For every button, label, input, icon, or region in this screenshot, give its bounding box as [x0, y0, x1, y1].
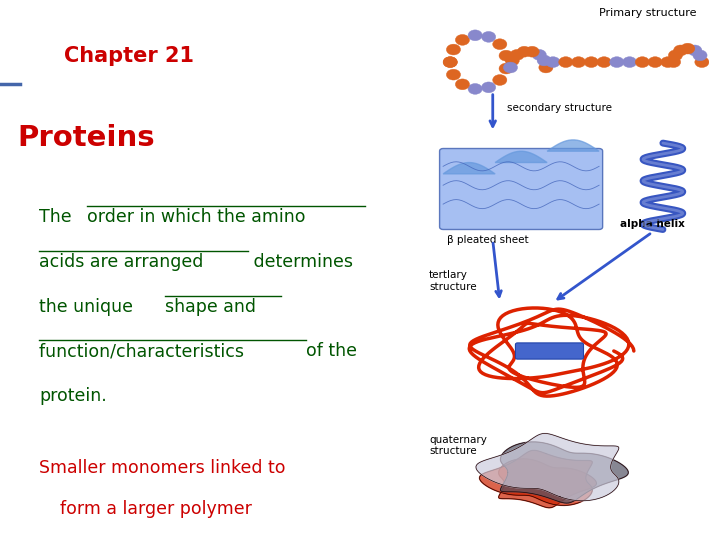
Circle shape	[559, 57, 573, 68]
Text: determines: determines	[248, 253, 353, 271]
Text: function/characteristics: function/characteristics	[39, 342, 250, 360]
Text: protein.: protein.	[39, 387, 107, 405]
Polygon shape	[495, 151, 547, 163]
Text: of the: of the	[307, 342, 357, 360]
Circle shape	[443, 57, 457, 68]
Text: the unique: the unique	[39, 298, 138, 315]
Circle shape	[503, 62, 518, 73]
Text: shape and: shape and	[166, 298, 256, 315]
Circle shape	[693, 50, 707, 60]
Circle shape	[648, 57, 662, 68]
Circle shape	[695, 57, 709, 68]
Circle shape	[446, 44, 461, 55]
FancyBboxPatch shape	[440, 148, 603, 230]
Circle shape	[623, 57, 636, 68]
Circle shape	[635, 57, 649, 68]
FancyBboxPatch shape	[516, 343, 583, 359]
Polygon shape	[476, 434, 619, 501]
Text: The: The	[39, 208, 77, 226]
Circle shape	[468, 30, 482, 40]
Circle shape	[610, 57, 624, 68]
Circle shape	[517, 46, 531, 57]
Text: quaternary
structure: quaternary structure	[429, 435, 487, 456]
Circle shape	[499, 63, 513, 74]
Circle shape	[492, 39, 507, 50]
Text: Chapter 21: Chapter 21	[64, 46, 194, 66]
Text: Primary structure: Primary structure	[599, 8, 696, 18]
Circle shape	[537, 55, 552, 66]
Text: order in which the amino: order in which the amino	[87, 208, 306, 226]
Circle shape	[667, 57, 680, 68]
Text: β pleated sheet: β pleated sheet	[446, 235, 528, 245]
Circle shape	[546, 57, 560, 68]
Circle shape	[572, 57, 585, 68]
Circle shape	[673, 45, 688, 56]
Circle shape	[597, 57, 611, 68]
Text: tertlary
structure: tertlary structure	[429, 270, 477, 292]
Circle shape	[468, 84, 482, 94]
Circle shape	[499, 50, 513, 61]
Circle shape	[510, 50, 524, 60]
Polygon shape	[443, 163, 495, 174]
Circle shape	[455, 79, 469, 90]
Polygon shape	[547, 140, 599, 151]
Polygon shape	[499, 459, 596, 508]
Circle shape	[539, 62, 553, 73]
Circle shape	[668, 50, 683, 60]
Text: alpha helix: alpha helix	[621, 219, 685, 229]
Circle shape	[443, 57, 457, 68]
Circle shape	[492, 75, 507, 85]
Circle shape	[446, 69, 461, 80]
Circle shape	[525, 46, 539, 57]
Polygon shape	[480, 450, 593, 505]
Circle shape	[455, 35, 469, 45]
Circle shape	[505, 55, 519, 66]
Circle shape	[661, 57, 675, 68]
Polygon shape	[500, 442, 629, 503]
Circle shape	[482, 31, 495, 42]
Text: acids are arranged: acids are arranged	[39, 253, 203, 271]
Text: Proteins: Proteins	[18, 124, 156, 152]
Circle shape	[482, 82, 495, 93]
Circle shape	[532, 50, 546, 60]
Text: form a larger polymer: form a larger polymer	[60, 500, 252, 517]
Circle shape	[680, 43, 695, 54]
Text: secondary structure: secondary structure	[507, 103, 612, 113]
Text: Smaller monomers linked to: Smaller monomers linked to	[39, 459, 286, 477]
Circle shape	[584, 57, 598, 68]
Circle shape	[688, 45, 702, 56]
